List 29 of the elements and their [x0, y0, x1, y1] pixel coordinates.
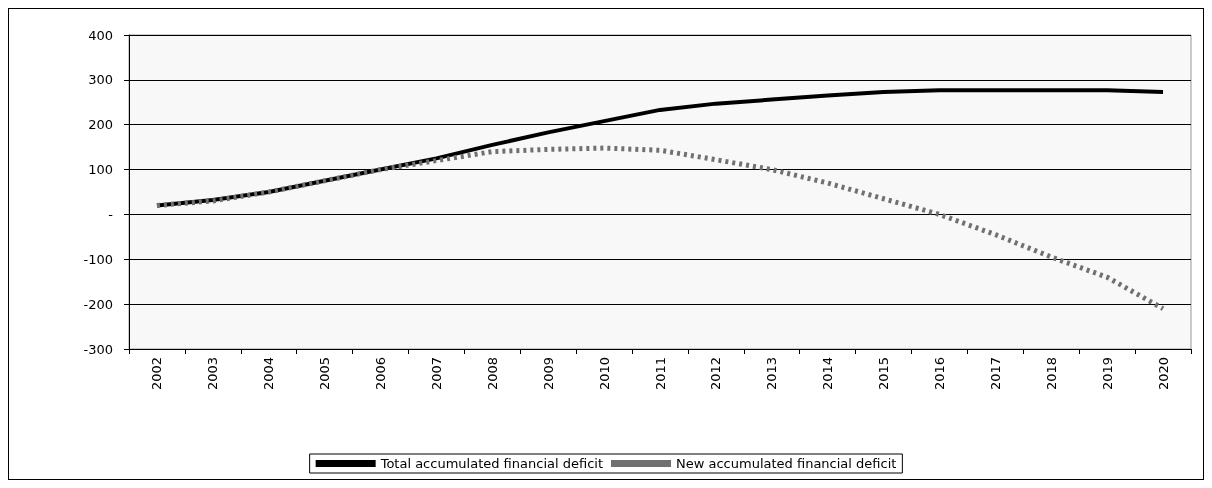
x-tick-label: 2005: [317, 357, 333, 391]
x-tick-label: 2002: [149, 357, 165, 391]
x-tick-label: 2016: [931, 357, 947, 391]
legend-label: Total accumulated financial deficit: [379, 456, 604, 471]
y-tick-label: 100: [88, 162, 113, 178]
x-tick-label: 2020: [1155, 357, 1171, 391]
x-tick-label: 2004: [261, 357, 277, 391]
x-tick-label: 2014: [820, 357, 836, 391]
x-tick-label: 2008: [484, 357, 500, 391]
x-tick-label: 2017: [987, 357, 1003, 391]
x-tick-label: 2015: [876, 357, 892, 391]
legend-label: New accumulated financial deficit: [676, 456, 897, 471]
x-tick-label: 2011: [652, 357, 668, 391]
y-tick-label: -: [108, 206, 114, 222]
x-tick-label: 2006: [373, 357, 389, 391]
x-tick-label: 2010: [596, 357, 612, 391]
x-tick-label: 2013: [764, 357, 780, 391]
y-tick-label: -200: [83, 296, 113, 312]
y-tick-label: -100: [83, 251, 113, 267]
x-tick-label: 2009: [540, 357, 556, 391]
x-tick-label: 2019: [1099, 357, 1115, 391]
y-tick-label: -300: [83, 341, 113, 357]
x-tick-label: 2007: [428, 357, 444, 391]
y-tick-label: 300: [88, 72, 113, 88]
y-tick-label: 400: [88, 27, 113, 43]
x-tick-label: 2018: [1043, 357, 1059, 391]
y-tick-label: 200: [88, 117, 113, 133]
x-tick-label: 2003: [205, 357, 221, 391]
x-tick-label: 2012: [708, 357, 724, 391]
